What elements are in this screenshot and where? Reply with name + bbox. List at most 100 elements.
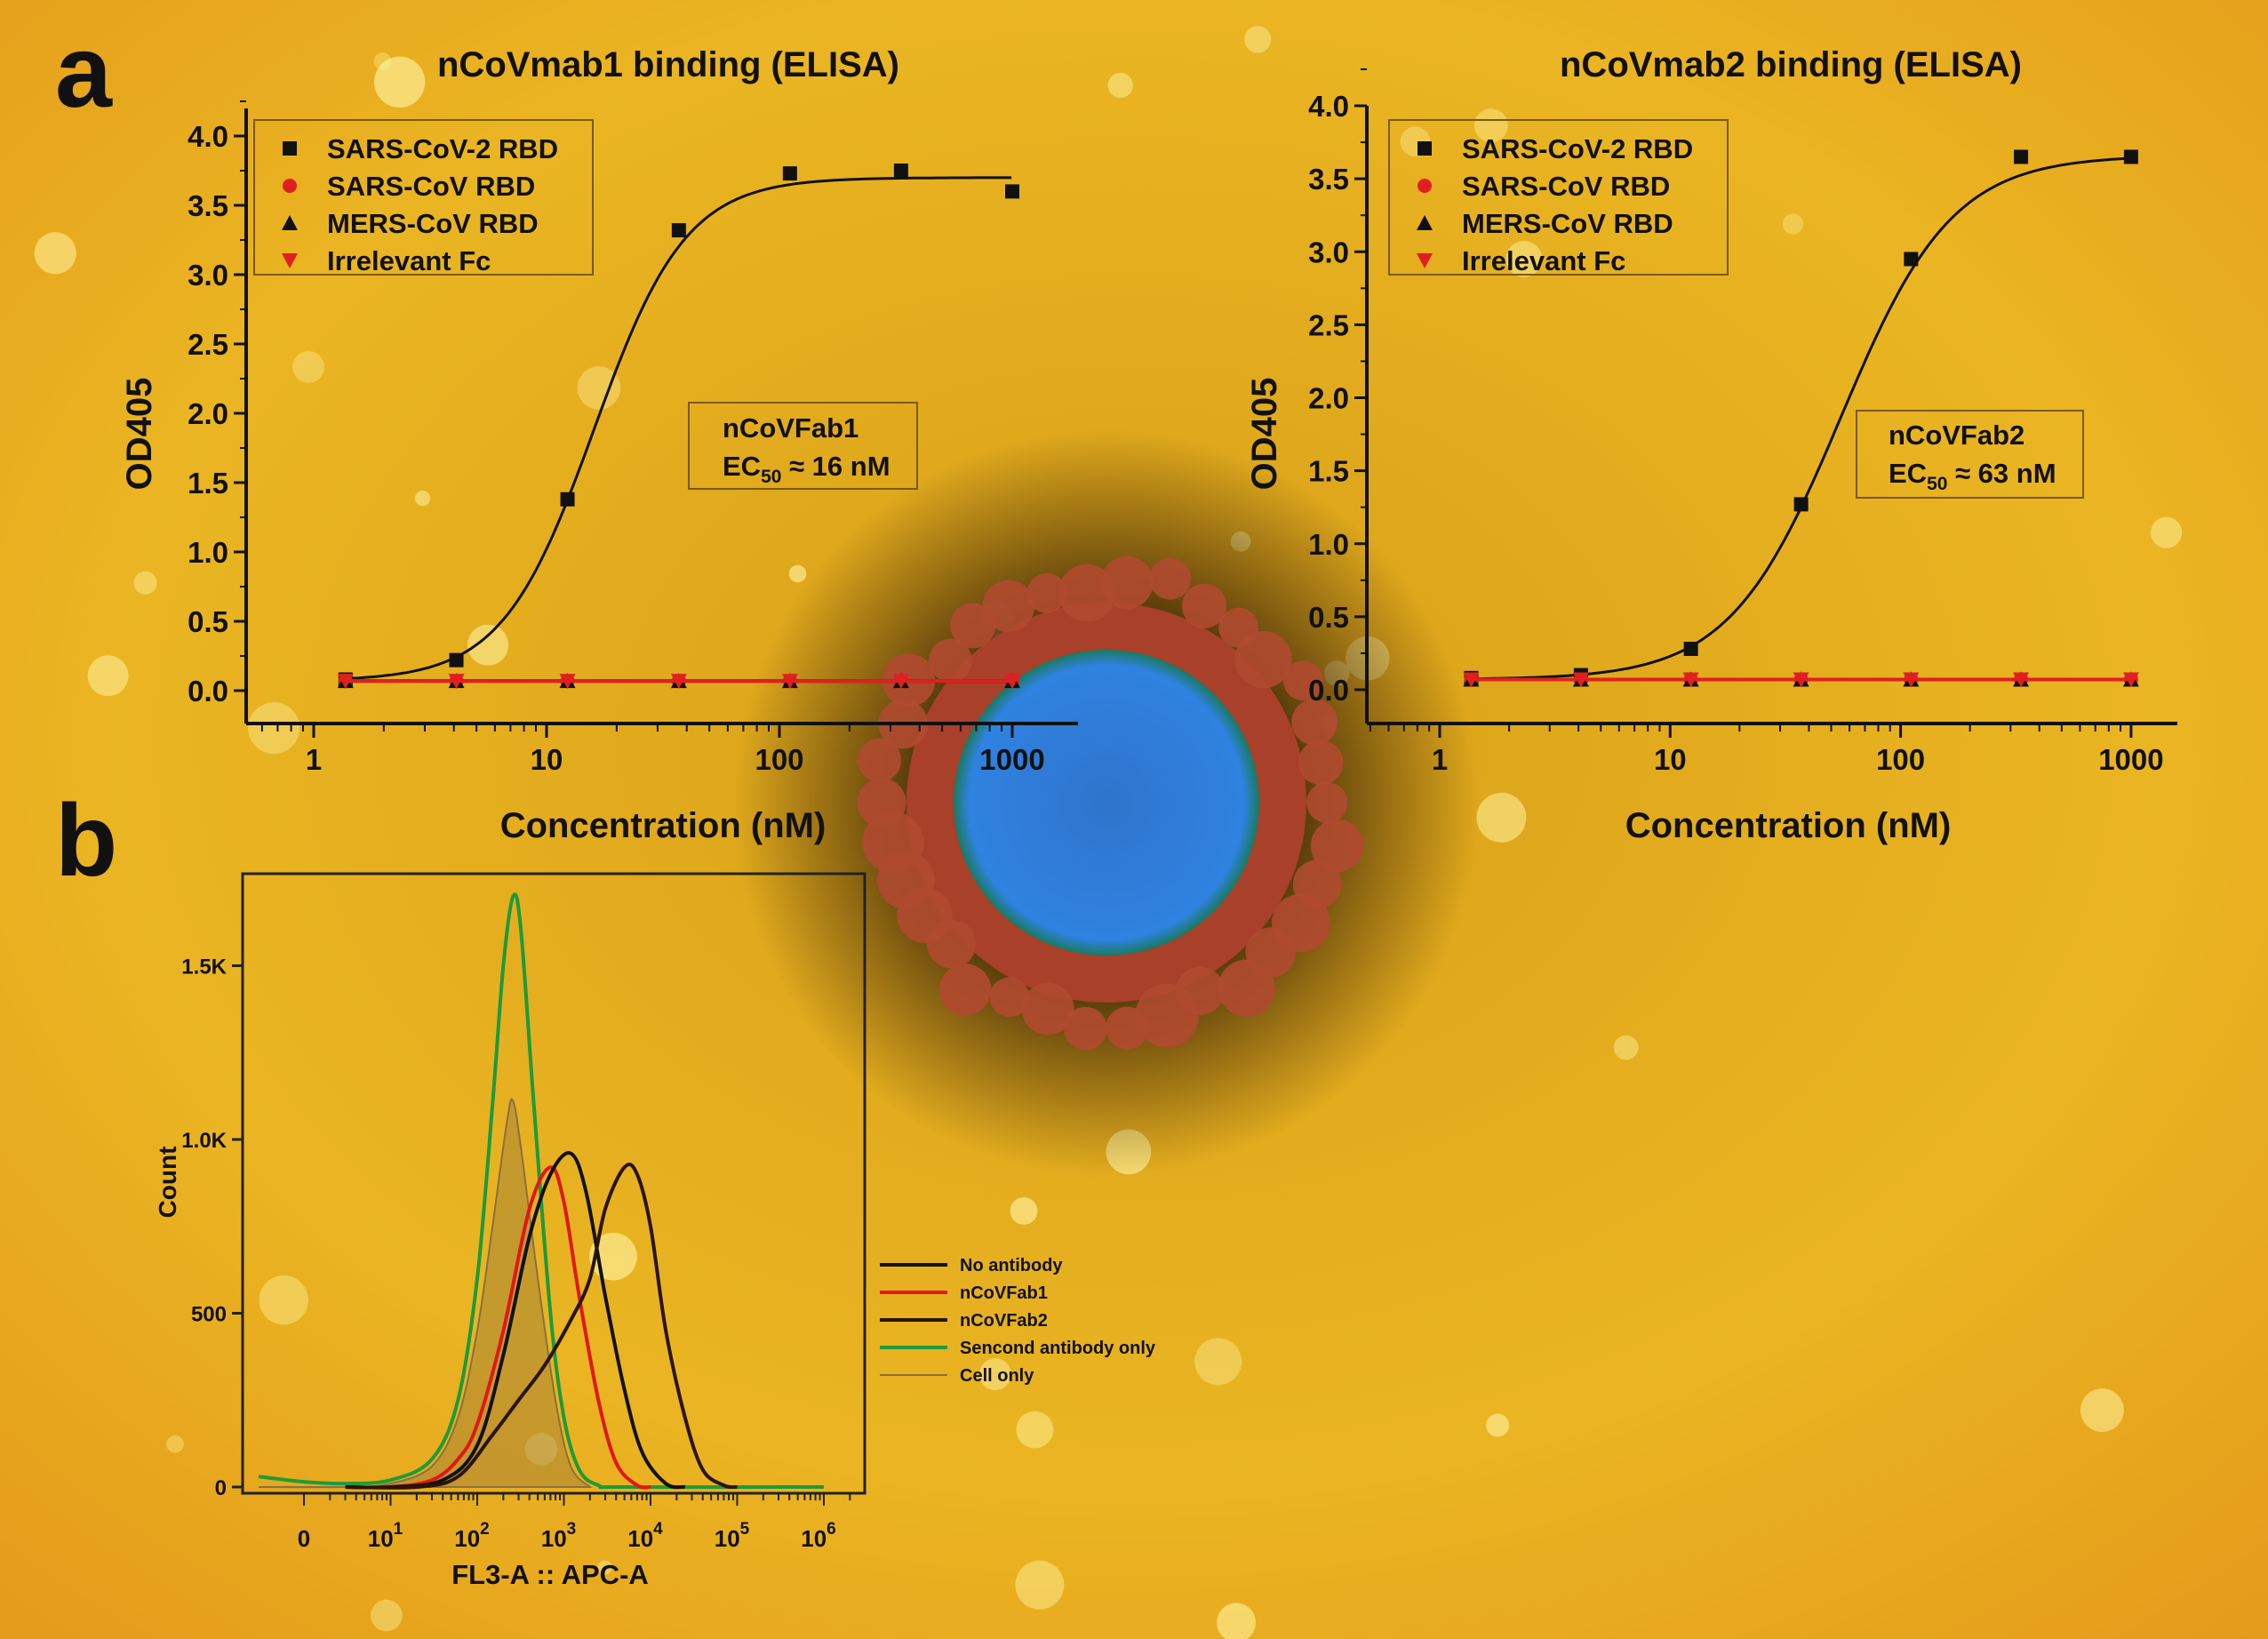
y-tick-label: 2.5 <box>1308 308 1349 341</box>
virus-spike <box>982 580 1035 632</box>
x-axis-label: Concentration (nM) <box>500 806 827 845</box>
virus-spike <box>1135 983 1200 1048</box>
y-tick-label: 1.5 <box>188 467 228 500</box>
virus-spike <box>938 963 992 1016</box>
y-axis-label: Count <box>154 1147 181 1219</box>
ec50-value: EC50 ≈ 16 nM <box>723 451 890 487</box>
y-tick-label: 0.5 <box>188 605 228 638</box>
data-point <box>560 492 575 507</box>
virus-spike <box>1182 583 1227 628</box>
ec50-value: EC50 ≈ 63 nM <box>1889 458 2056 494</box>
legend-label: MERS-CoV RBD <box>327 208 539 239</box>
legend-box <box>253 119 594 276</box>
y-tick-label: 1.5K <box>181 955 227 979</box>
legend-label: Irrelevant Fc <box>1462 245 1625 276</box>
particle <box>374 56 426 108</box>
data-point <box>1572 672 1589 688</box>
data-point <box>2122 672 2139 688</box>
data-point <box>448 674 465 690</box>
y-tick-label: 0.5 <box>1308 601 1349 634</box>
legend-label: Sencond antibody only <box>960 1339 1156 1358</box>
virus-spike <box>989 977 1030 1018</box>
data-point <box>2123 149 2138 164</box>
y-tick-label: 2.0 <box>188 397 228 430</box>
plot-frame <box>241 872 866 1495</box>
particle <box>1244 26 1272 53</box>
y-tick-label: 3.0 <box>1308 236 1349 268</box>
data-point <box>2013 672 2030 688</box>
elisa-chart-nCoVmab1: nCoVmab1 binding (ELISA) Concentration (… <box>120 45 1078 845</box>
x-tick-label: 1 <box>1432 743 1448 776</box>
legend-marker <box>1417 215 1433 230</box>
chart-title: nCoVmab2 binding (ELISA) <box>1560 45 2022 84</box>
data-point <box>2014 149 2029 164</box>
y-tick-label: 3.0 <box>188 259 228 292</box>
particle <box>1505 240 1543 277</box>
legend-label: SARS-CoV-2 RBD <box>1462 133 1693 164</box>
y-tick-label: 0.0 <box>188 675 228 708</box>
ec50-name: nCoVFab1 <box>723 412 858 444</box>
virus-spike <box>929 638 972 683</box>
x-tick-label: 102 <box>454 1520 490 1552</box>
data-point <box>449 652 464 668</box>
particle <box>1613 1035 1639 1060</box>
histogram-ncovfab1 <box>345 1165 651 1490</box>
data-point <box>1793 672 1809 688</box>
particle <box>577 366 621 410</box>
virus-spike <box>1149 557 1192 600</box>
particle <box>1217 1603 1257 1639</box>
particle <box>524 1432 558 1466</box>
series-irrelevant-fc <box>337 674 1020 690</box>
particle <box>788 564 807 583</box>
y-tick-label: 1.5 <box>1308 455 1349 488</box>
y-tick-label: 4.0 <box>1308 90 1349 123</box>
legend-box <box>1388 119 1729 276</box>
virus-spike <box>1021 982 1074 1035</box>
y-tick-label: 0.0 <box>1308 674 1349 707</box>
data-point <box>671 223 686 238</box>
data-point <box>1793 497 1809 512</box>
x-tick-label: 1000 <box>2098 743 2163 776</box>
particle <box>248 702 300 755</box>
y-tick-label: 4.0 <box>188 120 228 153</box>
legend-label: SARS-CoV RBD <box>327 171 535 202</box>
legend-marker <box>1417 253 1433 268</box>
data-point <box>559 674 576 690</box>
particle <box>34 232 76 275</box>
particle <box>371 1599 403 1632</box>
histogram-sencond-antibody-only <box>258 892 825 1490</box>
x-tick-label: 100 <box>1876 743 1925 776</box>
legend-marker <box>283 141 297 156</box>
data-point <box>1463 672 1480 688</box>
data-point <box>1004 674 1020 690</box>
virus-spike <box>1026 573 1067 613</box>
virus-spike <box>1298 740 1344 786</box>
data-point <box>1682 672 1699 688</box>
y-tick-label: 2.5 <box>188 328 228 361</box>
virus-spike <box>1306 781 1348 824</box>
legend-label: Irrelevant Fc <box>327 245 491 276</box>
virus-spike <box>1291 699 1338 746</box>
particle <box>1107 72 1133 99</box>
data-point <box>337 674 354 690</box>
particle <box>2150 516 2183 548</box>
series-irrelevant-fc <box>1463 672 2139 688</box>
virus-spike <box>862 812 924 874</box>
data-point <box>670 674 687 690</box>
x-tick-label: 0 <box>298 1525 310 1552</box>
virus-spike <box>1064 1006 1107 1051</box>
y-axis-label: OD405 <box>120 378 159 491</box>
chart-title: nCoVmab1 binding (ELISA) <box>437 45 899 84</box>
virus-spike <box>1234 630 1292 689</box>
legend-label: No antibody <box>960 1256 1063 1275</box>
y-tick-label: 3.5 <box>1308 163 1349 196</box>
x-axis-label: Concentration (nM) <box>1625 806 1952 845</box>
ec50-box <box>1856 410 2084 499</box>
particle <box>1016 1411 1054 1449</box>
x-axis-label: FL3-A :: APC-A <box>451 1559 649 1590</box>
legend-marker <box>282 253 298 268</box>
x-tick-label: 1 <box>306 743 322 776</box>
x-tick-label: 101 <box>368 1520 403 1552</box>
